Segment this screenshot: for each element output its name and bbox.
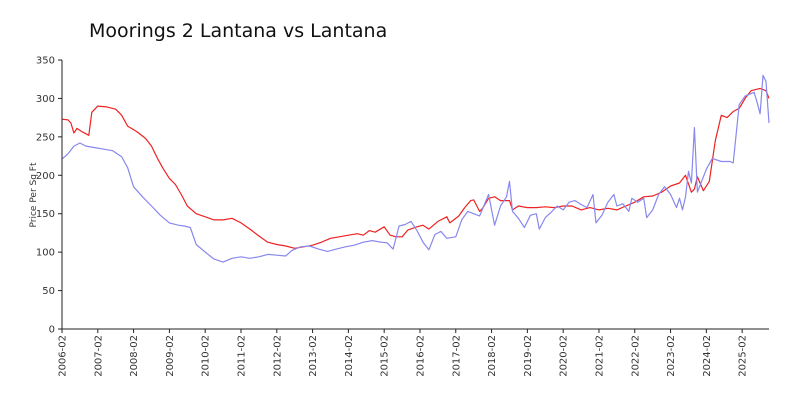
x-tick-label: 2023-02	[666, 335, 677, 377]
y-tick-label: 200	[36, 171, 55, 182]
y-axis-ticks: 0 50 100 150 200 250 300 350	[36, 56, 62, 336]
y-tick-label: 50	[42, 286, 55, 297]
x-tick-label: 2018-02	[487, 335, 498, 377]
y-tick-label: 250	[36, 132, 55, 143]
x-tick-label: 2010-02	[201, 335, 212, 377]
x-tick-label: 2020-02	[559, 335, 570, 377]
y-tick-label: 0	[49, 325, 55, 336]
x-axis-ticks: 2006-02 2007-02 2008-02 2009-02 2010-02 2011-…	[58, 329, 749, 377]
x-tick-label: 2008-02	[129, 335, 140, 377]
x-tick-label: 2009-02	[165, 335, 176, 377]
y-tick-label: 150	[36, 209, 55, 220]
x-tick-label: 2014-02	[344, 335, 355, 377]
y-tick-label: 300	[36, 94, 55, 105]
x-tick-label: 2025-02	[738, 335, 749, 377]
y-axis-label: Price Per Sq Ft	[29, 162, 39, 227]
y-tick-label: 350	[36, 56, 55, 67]
x-tick-label: 2013-02	[308, 335, 319, 377]
x-tick-label: 2007-02	[93, 335, 104, 377]
x-tick-label: 2022-02	[630, 335, 641, 377]
chart-title: Moorings 2 Lantana vs Lantana	[89, 20, 387, 42]
x-tick-label: 2021-02	[594, 335, 605, 377]
x-tick-label: 2012-02	[272, 335, 283, 377]
x-tick-label: 2016-02	[415, 335, 426, 377]
x-tick-label: 2017-02	[451, 335, 462, 377]
x-tick-label: 2015-02	[380, 335, 391, 377]
x-tick-label: 2019-02	[523, 335, 534, 377]
x-tick-label: 2011-02	[236, 335, 247, 377]
series-line-1	[61, 87, 770, 249]
series-lines	[61, 74, 770, 263]
series-line-2	[61, 74, 770, 263]
y-tick-label: 100	[36, 248, 55, 259]
x-tick-label: 2024-02	[702, 335, 713, 377]
x-tick-label: 2006-02	[58, 335, 69, 377]
